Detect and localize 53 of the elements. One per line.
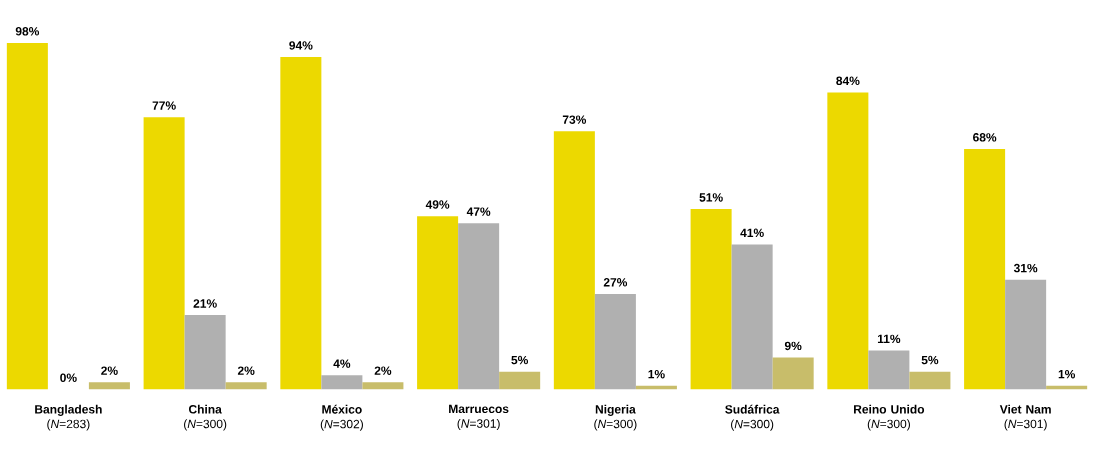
data-label: 41%	[740, 228, 764, 238]
bar	[964, 148, 1006, 390]
data-label: 98%	[15, 27, 40, 36]
bar	[143, 117, 185, 390]
bar	[225, 382, 267, 390]
data-label: 2%	[374, 366, 392, 375]
data-label: 21%	[193, 299, 217, 308]
x-tick-label: Sudáfrica (N=300)	[725, 404, 780, 431]
data-label: 2%	[237, 366, 255, 375]
data-label: 47%	[466, 207, 491, 216]
bar	[594, 293, 636, 390]
data-label: 49%	[425, 200, 450, 209]
bar	[731, 244, 773, 390]
data-label: 27%	[603, 278, 628, 287]
data-label: 68%	[973, 133, 997, 142]
bar	[868, 350, 910, 390]
bar	[1005, 279, 1047, 390]
data-label: 2%	[101, 366, 118, 375]
data-label: 77%	[152, 101, 176, 110]
data-label: 94%	[289, 41, 313, 50]
data-label: 11%	[877, 334, 901, 344]
x-tick-label: Viet Nam (N=301)	[999, 404, 1051, 431]
data-label: 73%	[562, 115, 587, 124]
bar	[321, 375, 363, 390]
data-label: 1%	[648, 369, 665, 379]
bar	[6, 42, 48, 390]
bar	[88, 382, 130, 390]
data-label: 5%	[511, 355, 529, 365]
x-tick-label: Nigeria (N=300)	[594, 404, 637, 431]
x-tick-label: Marruecos (N=301)	[449, 404, 509, 431]
x-tick-label: China (N=300)	[184, 404, 227, 431]
bar	[417, 216, 459, 390]
x-tick-label: México (N=302)	[320, 404, 363, 431]
bar	[553, 131, 595, 390]
data-label: 4%	[333, 359, 351, 368]
bar	[827, 92, 869, 390]
bar	[772, 357, 814, 390]
bar	[184, 315, 226, 390]
data-label: 9%	[784, 341, 802, 351]
data-label: 84%	[836, 76, 860, 86]
data-label: 51%	[699, 193, 723, 202]
bar	[909, 371, 951, 390]
x-tick-label: Bangladesh (N=283)	[35, 404, 102, 431]
data-label: 1%	[1058, 369, 1076, 379]
bar	[362, 382, 404, 390]
bar	[280, 57, 322, 390]
data-label: 0%	[60, 373, 77, 382]
bar	[458, 223, 500, 390]
x-tick-label: Reino Unido (N=300)	[854, 404, 925, 431]
bar	[499, 371, 541, 390]
data-label: 31%	[1013, 263, 1038, 273]
bar	[690, 209, 732, 390]
data-label: 5%	[921, 355, 939, 365]
